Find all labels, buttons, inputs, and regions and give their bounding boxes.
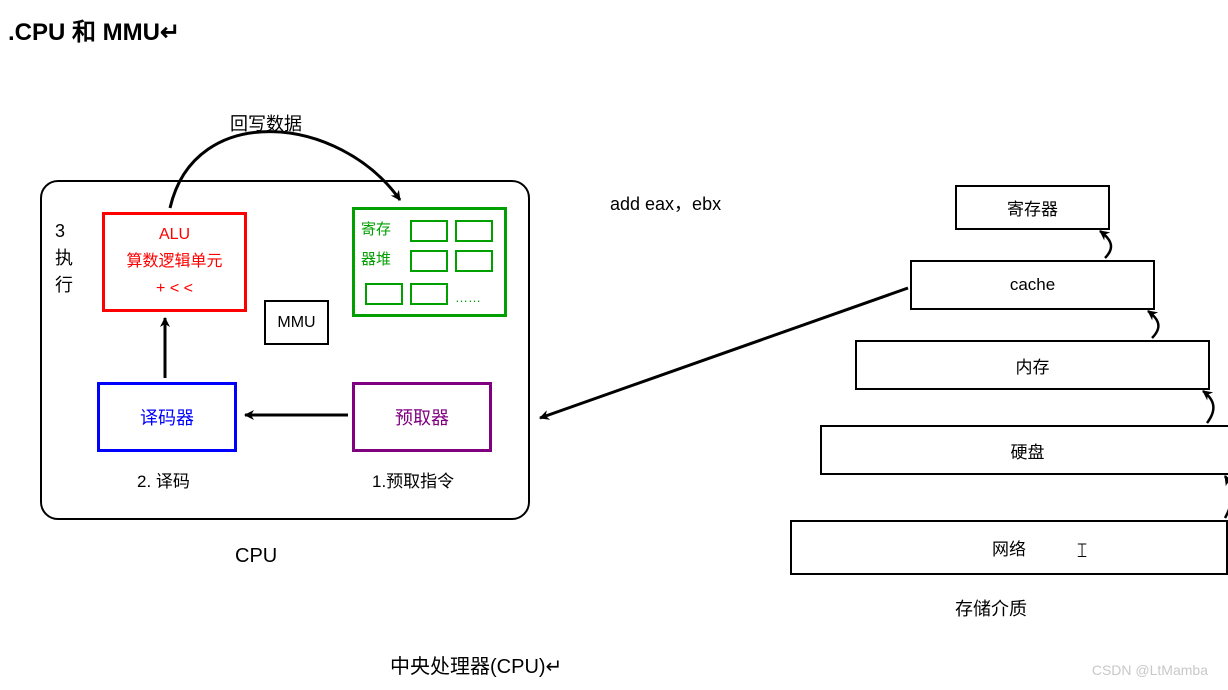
arrow-disk-to-mem: [1203, 391, 1213, 423]
arrow-cache-to-reg: [1100, 231, 1111, 258]
arrow-mem-to-cache: [1148, 311, 1158, 338]
arrow-cache-to-prefetch: [540, 288, 908, 418]
arrow-writeback: [170, 132, 400, 208]
arrows-svg: [0, 0, 1228, 690]
